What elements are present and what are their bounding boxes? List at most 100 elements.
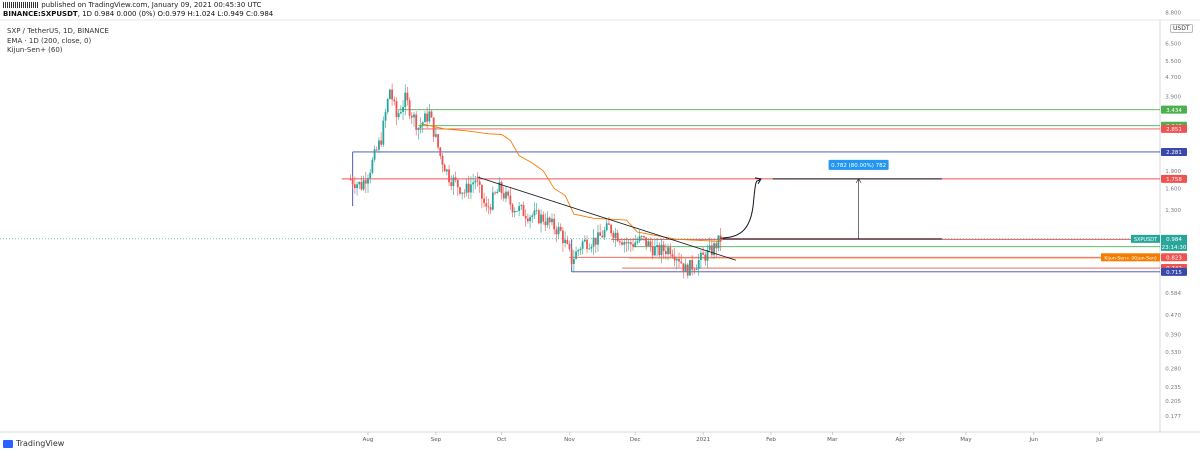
candle-body [439,147,442,156]
candle-body [562,230,564,244]
level-price-label: 2.851 [1166,127,1182,133]
price-tick-label: 0.330 [1165,350,1181,356]
level-price-box [1161,147,1187,156]
candle-body [367,178,369,184]
candle-body [395,101,398,118]
time-tick-label: Aug [363,437,374,443]
candle-body [643,236,645,238]
price-tick-label: 0.235 [1165,385,1181,391]
candle-body [445,169,448,172]
candle-body [518,206,521,211]
candle-body [454,177,457,180]
time-tick-label: Jun [1029,437,1039,443]
candle-body [682,263,685,272]
candle-body [507,191,510,196]
candle-body [509,195,512,205]
kijun-tag-label: Kijun-Sen+ (Kijun-Sen) [1104,256,1156,262]
candle-body [382,120,385,145]
candle-body [448,169,450,183]
candle-body [570,249,573,265]
candle-body [616,232,619,242]
candle-body [555,229,558,235]
candle-body [513,210,516,213]
candle-body [417,128,420,130]
candle-body [426,113,429,122]
candle-body [452,177,455,187]
candle-body [695,268,698,270]
candle-body [386,99,389,113]
candle-body [636,241,639,243]
candle-body [594,237,597,245]
kijun-tag-box [1101,253,1160,262]
candle-body [470,184,472,193]
candle-body [406,92,409,101]
legend-title: SXP / TetherUS, 1D, BINANCE [7,27,109,35]
time-tick-label: 2021 [696,437,710,443]
candle-body [397,113,400,118]
candle-body [364,180,367,184]
candle-body [399,111,402,114]
candle-body [542,214,545,222]
candle-body [715,243,718,249]
countdown-label: 23:14:30 [1162,245,1187,251]
candle-body [599,232,602,236]
candle-body [480,184,483,199]
candle-body [579,248,582,251]
time-tick-label: May [960,437,972,443]
candle-body [478,181,481,185]
level-price-label: 0.823 [1166,256,1182,262]
candle-body [719,235,722,242]
candle-body [522,205,525,216]
candle-body [577,250,580,252]
candle-body [693,269,696,271]
candle-body [658,245,661,255]
current-price-box [1161,234,1187,243]
author-logo-icon [3,2,39,8]
level-price-box [1161,253,1187,262]
candle-body [437,134,439,148]
candle-body [601,235,604,238]
time-tick-label: Oct [497,437,507,443]
candle-body [605,223,608,231]
candle-body [408,100,411,116]
candle-body [610,224,613,234]
candle-body [378,140,380,150]
candle-body [680,261,683,264]
candle-body [700,252,702,261]
price-tick-label: 0.177 [1165,414,1181,420]
candle-body [566,239,569,244]
price-tick-label: 8.800 [1165,10,1181,16]
candle-body [673,256,676,261]
candle-body [430,111,433,118]
candle-body [557,226,560,235]
level-price-box [1161,267,1187,276]
current-price-label: 0.984 [1166,237,1182,243]
candle-body [649,241,652,247]
candle-body [697,260,700,269]
candle-body [443,164,446,172]
candle-body [485,203,488,207]
currency-label[interactable]: USDT [1170,24,1193,33]
candle-body [424,113,426,123]
candle-body [713,243,715,256]
candle-body [384,112,387,121]
brand-name: TradingView [16,439,65,448]
candle-body [535,210,538,212]
candle-body [702,252,705,255]
time-tick-label: Dec [630,437,641,443]
candle-body [533,210,536,216]
candle-body [520,205,523,207]
symbol-name: BINANCE:SXPUSDT [3,10,78,18]
price-tick-label: 4.700 [1165,75,1181,81]
level-price-label: 3.434 [1166,108,1182,114]
candle-body [640,236,643,237]
candle-body [356,184,358,189]
level-price-label: 2.281 [1166,150,1182,156]
candle-body [496,191,499,194]
footer: TradingView [3,439,64,448]
candle-body [529,216,531,222]
candle-body [678,258,680,262]
candle-body [524,215,527,219]
candle-body [592,237,595,247]
